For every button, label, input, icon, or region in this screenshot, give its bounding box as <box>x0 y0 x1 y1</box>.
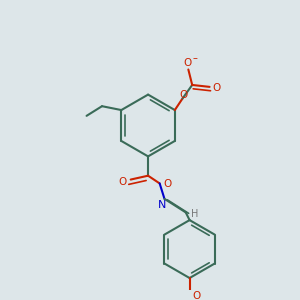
Text: O: O <box>179 90 188 100</box>
Text: H: H <box>191 209 198 219</box>
Text: –: – <box>193 53 197 63</box>
Text: O: O <box>163 179 172 189</box>
Text: O: O <box>212 83 220 93</box>
Text: O: O <box>183 58 191 68</box>
Text: N: N <box>158 200 166 210</box>
Text: O: O <box>192 291 200 300</box>
Text: O: O <box>119 178 127 188</box>
